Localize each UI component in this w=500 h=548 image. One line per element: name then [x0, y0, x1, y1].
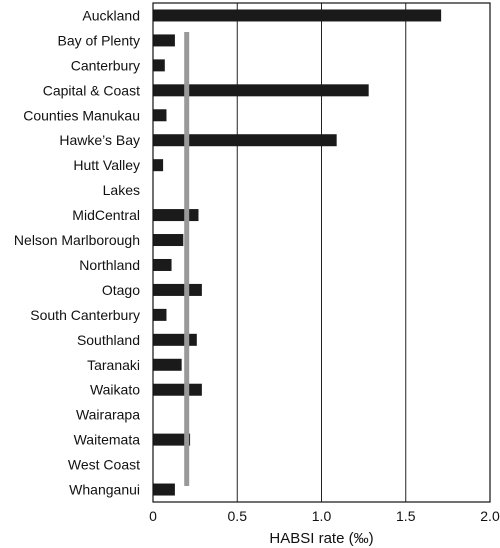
category-label: MidCentral — [72, 207, 140, 223]
gridlines — [236, 3, 407, 502]
x-tick-label: 2.0 — [480, 508, 500, 524]
bar-southland — [153, 333, 197, 346]
category-label: Whanganui — [69, 482, 140, 498]
x-axis-title: HABSI rate (‰) — [269, 530, 373, 547]
category-label: Lakes — [103, 182, 140, 198]
category-label: Bay of Plenty — [58, 32, 141, 48]
x-tick-labels: 0 0.5 1.0 1.5 2.0 — [149, 508, 500, 524]
bar-canterbury — [153, 59, 165, 72]
category-label: South Canterbury — [30, 307, 140, 323]
category-label: Hutt Valley — [73, 157, 140, 173]
bar-capital-coast — [153, 84, 369, 97]
category-label: Auckland — [82, 7, 140, 23]
bar-taranaki — [153, 358, 182, 371]
bar-otago — [153, 283, 202, 296]
plot-frame — [152, 2, 491, 503]
bar-counties-manukau — [153, 109, 167, 122]
category-label: Wairarapa — [76, 407, 140, 423]
bar-hawke-s-bay — [153, 134, 337, 147]
bar-hutt-valley — [153, 159, 164, 172]
category-label: West Coast — [68, 457, 140, 473]
category-label: Otago — [102, 282, 140, 298]
category-label: Counties Manukau — [23, 107, 140, 123]
x-tick-label: 0 — [149, 508, 157, 524]
category-label: Canterbury — [71, 57, 140, 73]
category-label: Capital & Coast — [43, 82, 140, 98]
category-label: Northland — [79, 257, 140, 273]
category-label: Southland — [77, 332, 140, 348]
plot-border — [152, 2, 491, 503]
category-label: Nelson Marlborough — [14, 232, 140, 248]
bars — [153, 9, 442, 496]
bar-whanganui — [153, 483, 175, 496]
bar-waitemata — [153, 433, 191, 446]
bar-waikato — [153, 383, 202, 396]
category-label: Waikato — [90, 382, 140, 398]
x-tick-label: 1.5 — [396, 508, 416, 524]
bar-northland — [153, 258, 172, 271]
bar-auckland — [153, 9, 442, 22]
bar-nelson-marlborough — [153, 234, 184, 247]
category-label: Taranaki — [87, 357, 140, 373]
bar-south-canterbury — [153, 308, 167, 321]
x-tick-label: 1.0 — [312, 508, 332, 524]
bar-midcentral — [153, 209, 199, 222]
x-tick-label: 0.5 — [228, 508, 248, 524]
category-label: Waitemata — [74, 432, 141, 448]
bar-bay-of-plenty — [153, 34, 175, 47]
category-labels: Auckland Bay of Plenty Canterbury Capital &… — [14, 7, 140, 497]
category-label: Hawke’s Bay — [59, 132, 140, 148]
